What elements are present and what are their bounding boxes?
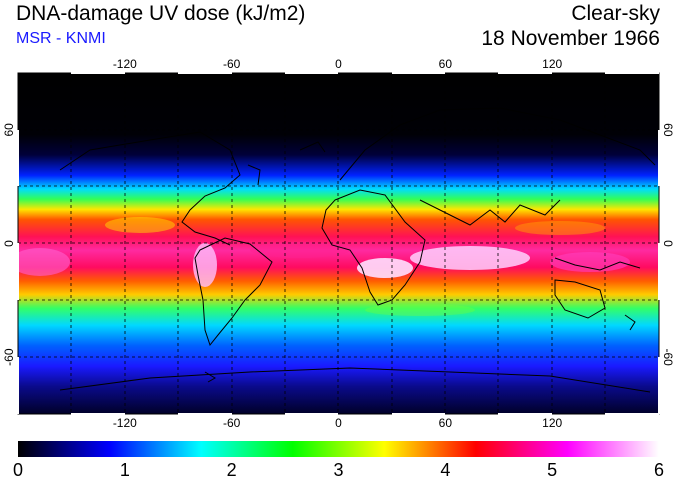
lon-tick-label: -60 <box>223 57 241 71</box>
colorbar-label: 3 <box>333 460 343 480</box>
colorbar-label: 5 <box>547 460 557 480</box>
lon-ticks-top: -120 -60 0 60 120 <box>113 57 563 71</box>
map-frame <box>17 72 660 415</box>
coastlines <box>59 107 656 393</box>
lon-tick-label: 120 <box>542 416 562 430</box>
lon-tick-label: -120 <box>113 57 137 71</box>
uv-field <box>18 73 659 414</box>
lon-tick-label: 120 <box>542 57 562 71</box>
lon-tick-label: -120 <box>113 416 137 430</box>
lon-tick-label: 0 <box>335 416 342 430</box>
map-date: 18 November 1966 <box>481 27 660 50</box>
lat-ticks-right: 60 0 -60 <box>661 123 675 366</box>
lat-tick-label: -60 <box>2 348 16 366</box>
colorbar-label: 0 <box>13 460 23 480</box>
colorbar <box>18 441 659 457</box>
source-label: MSR - KNMI <box>16 30 106 47</box>
colorbar-label: 6 <box>654 460 664 480</box>
colorbar-label: 1 <box>120 460 130 480</box>
lat-tick-label: -60 <box>661 348 675 366</box>
lat-ticks-left: 60 0 -60 <box>2 123 16 366</box>
map-title: DNA-damage UV dose (kJ/m2) <box>16 2 306 25</box>
lat-tick-label: 0 <box>661 240 675 247</box>
lon-tick-label: 0 <box>335 57 342 71</box>
lat-tick-label: 60 <box>661 123 675 137</box>
colorbar-labels: 0 1 2 3 4 5 6 <box>13 460 664 480</box>
colorbar-label: 2 <box>227 460 237 480</box>
lon-tick-label: 60 <box>439 57 453 71</box>
colorbar-label: 4 <box>440 460 450 480</box>
lon-ticks-bottom: -120 -60 0 60 120 <box>113 416 563 430</box>
lon-tick-label: -60 <box>223 416 241 430</box>
uv-highlights <box>18 217 630 316</box>
lat-lon-grid <box>18 73 659 414</box>
lat-tick-label: 60 <box>2 123 16 137</box>
lat-tick-label: 0 <box>2 240 16 247</box>
lon-tick-label: 60 <box>439 416 453 430</box>
sky-condition: Clear-sky <box>571 2 660 25</box>
